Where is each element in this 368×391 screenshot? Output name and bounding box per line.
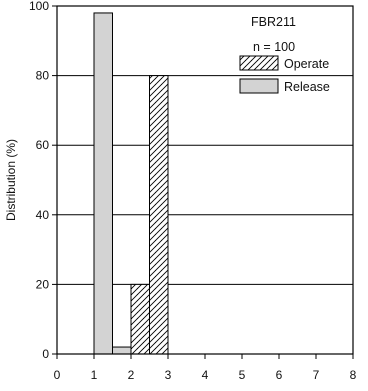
x-tick-label: 5 xyxy=(239,368,246,382)
legend: Operate Release xyxy=(239,55,330,94)
x-tick-label: 2 xyxy=(128,368,135,382)
operate-bar xyxy=(130,283,150,355)
release-bar xyxy=(112,346,132,355)
y-tick-label: 20 xyxy=(36,277,50,291)
y-tick-label: 40 xyxy=(36,208,50,222)
x-tick-label: 6 xyxy=(276,368,283,382)
legend-swatch-release xyxy=(239,78,279,94)
x-tick-label: 4 xyxy=(202,368,209,382)
y-tick-label: 80 xyxy=(36,69,50,83)
legend-label-release: Release xyxy=(284,80,330,94)
x-tick-label: 3 xyxy=(165,368,172,382)
x-tick-label: 8 xyxy=(350,368,357,382)
legend-swatch-operate xyxy=(239,55,279,71)
y-tick-label: 60 xyxy=(36,138,50,152)
legend-label-operate: Operate xyxy=(284,57,329,71)
operate-bar xyxy=(149,75,169,355)
y-axis-label: Distribution (%) xyxy=(4,139,18,221)
release-bar xyxy=(93,12,113,355)
annotation-sample-size: n = 100 xyxy=(253,40,295,54)
y-tick-label: 0 xyxy=(42,347,49,361)
bars-group xyxy=(93,12,169,355)
axes-group: 0 20 40 60 80 100 0 1 2 3 4 5 6 7 8 xyxy=(29,0,357,382)
annotation-model: FBR211 xyxy=(251,15,296,29)
y-tick-label: 100 xyxy=(29,0,49,13)
annotation-group: FBR211 n = 100 xyxy=(251,15,296,54)
x-tick-label: 0 xyxy=(54,368,61,382)
x-tick-label: 7 xyxy=(313,368,320,382)
plot-frame xyxy=(56,5,354,355)
x-tick-label: 1 xyxy=(91,368,98,382)
